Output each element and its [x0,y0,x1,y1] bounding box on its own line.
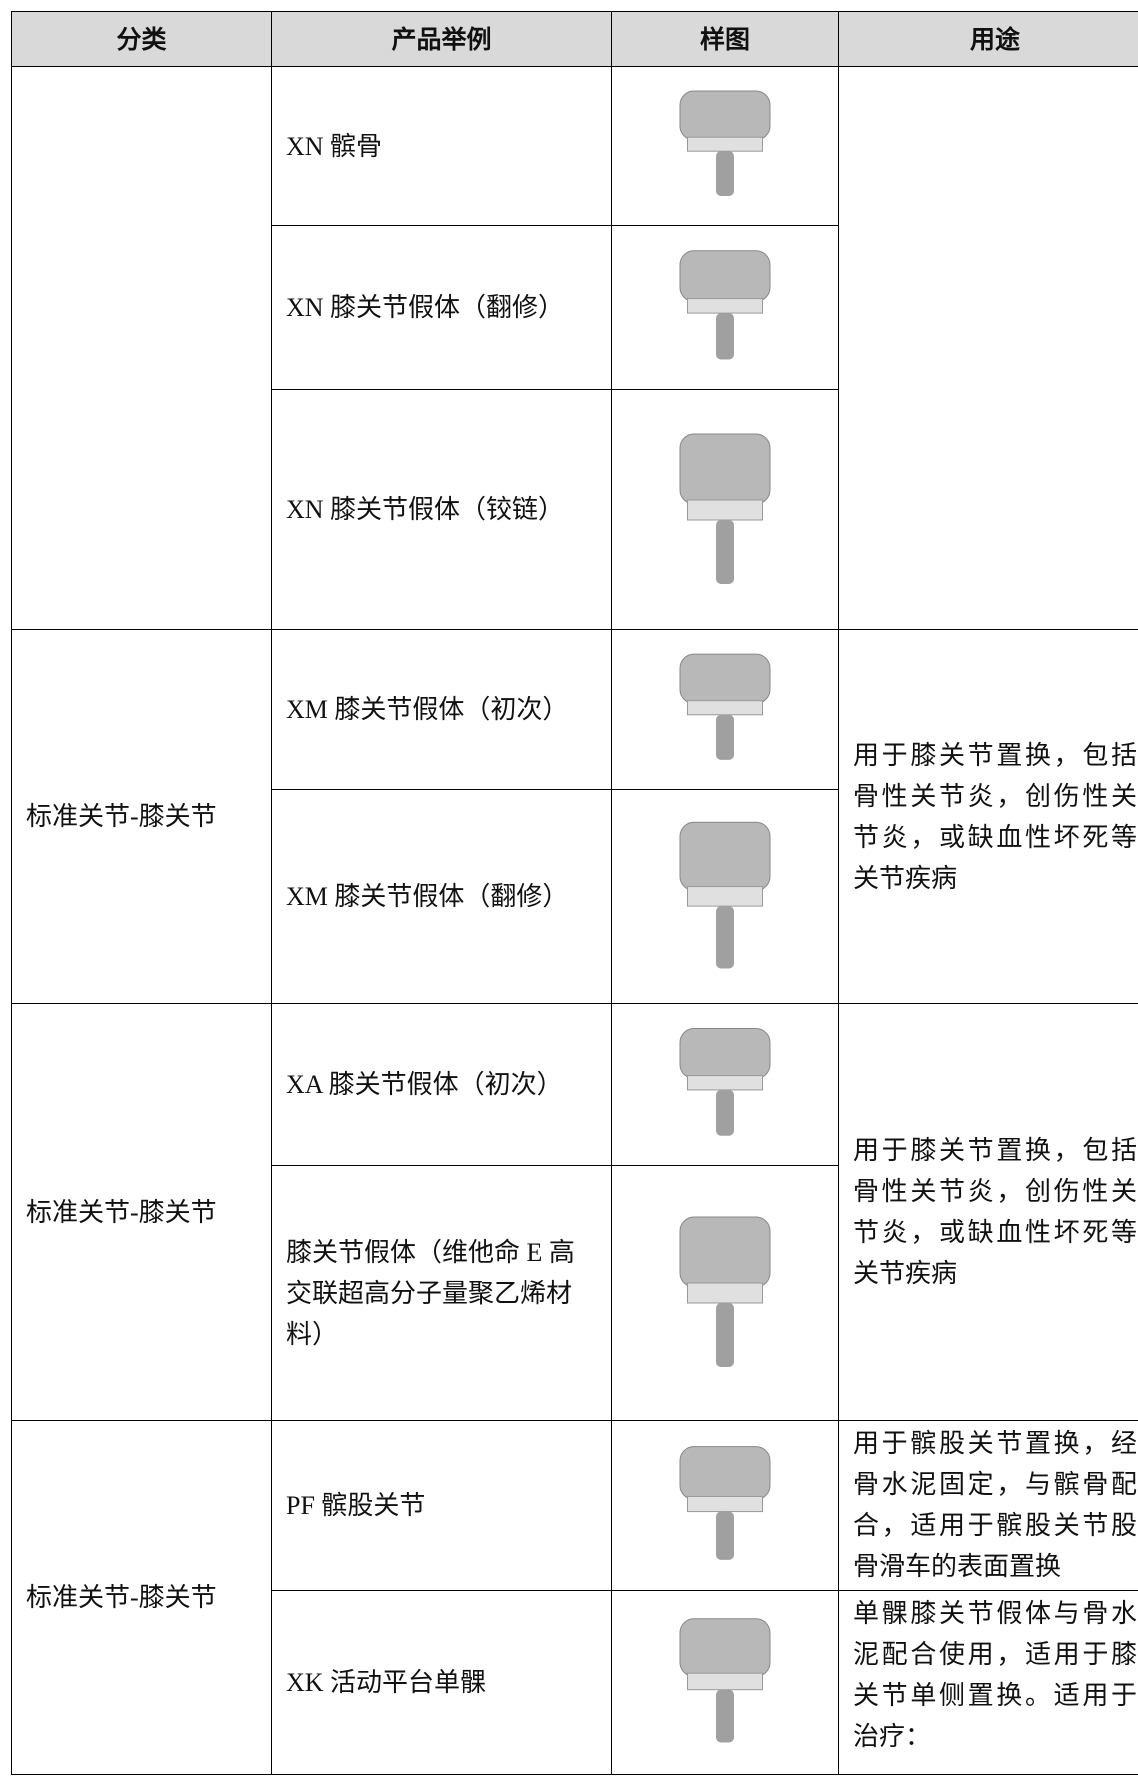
sample-image [679,250,771,360]
table-row: 标准关节-膝关节 XA 膝关节假体（初次） 用于膝关节置换，包括骨性关节炎，创伤性… [11,1003,1138,1421]
product-cell: XK 活动平台单髁 [271,1590,612,1775]
sample-image [679,90,771,196]
sample-image [679,1618,771,1743]
image-cell [611,389,839,630]
usage-cell: 单髁膝关节假体与骨水泥配合使用，适用于膝关节单侧置换。适用于治疗： [838,1590,1138,1775]
table-row: 膝关节假体（维他命 E 高交联超高分子量聚乙烯材料） [12,1165,1138,1421]
product-table: 分类 产品举例 样图 用途 XN 髌骨 XN 膝关节假体（翻修） XN 膝关节假体（铰… [11,11,1138,1775]
table-row: 标准关节-膝关节 PF 髌股关节 用于髌股关节置换，经骨水泥固定，与髌骨配合，适用… [11,1420,1138,1775]
sample-image [679,653,771,760]
category-cell: 标准关节-膝关节 [11,629,272,1004]
header-cell: 产品举例 [271,11,612,67]
table-row: XM 膝关节假体（翻修） [12,789,1138,1004]
product-cell: 膝关节假体（维他命 E 高交联超高分子量聚乙烯材料） [271,1165,612,1421]
product-cell: XM 膝关节假体（翻修） [271,789,612,1004]
table-row: XN 膝关节假体（铰链） [12,389,1138,630]
table-row: 标准关节-膝关节 XM 膝关节假体（初次） 用于膝关节置换，包括骨性关节炎，创伤性… [11,629,1138,1004]
usage-cell: 用于髌股关节置换，经骨水泥固定，与髌骨配合，适用于髌股关节股骨滑车的表面置换 [838,1420,1138,1591]
product-cell: XN 髌骨 [271,66,612,226]
sample-image [679,1446,771,1560]
category-cell: 标准关节-膝关节 [11,1420,272,1775]
image-cell [611,629,839,790]
image-cell [611,789,839,1004]
sample-image [679,433,771,584]
header-cell: 分类 [11,11,272,67]
image-cell [611,1003,839,1166]
table-row: XN 膝关节假体（翻修） [12,225,1138,390]
product-cell: XA 膝关节假体（初次） [271,1003,612,1166]
table-row: XN 髌骨 [11,66,1138,630]
usage-cell: 用于膝关节置换，包括骨性关节炎，创伤性关节炎，或缺血性坏死等关节疾病 [838,629,1138,1004]
header-cell: 样图 [611,11,839,67]
image-cell [611,225,839,390]
usage-cell: 用于膝关节置换，包括骨性关节炎，创伤性关节炎，或缺血性坏死等关节疾病 [838,1003,1138,1421]
category-cell [11,66,272,630]
image-cell [611,66,839,226]
product-cell: XN 膝关节假体（铰链） [271,389,612,630]
image-cell [611,1590,839,1775]
sample-image [679,1216,771,1367]
sample-image [679,821,771,969]
image-cell [611,1165,839,1421]
product-cell: PF 髌股关节 [271,1420,612,1591]
product-cell: XM 膝关节假体（初次） [271,629,612,790]
header-cell: 用途 [838,11,1138,67]
product-cell: XN 膝关节假体（翻修） [271,225,612,390]
category-cell: 标准关节-膝关节 [11,1003,272,1421]
image-cell [611,1420,839,1591]
sample-image [679,1027,771,1136]
table-row: XK 活动平台单髁 单髁膝关节假体与骨水泥配合使用，适用于膝关节单侧置换。适用于… [12,1590,1138,1775]
usage-cell [838,66,1138,630]
header-row: 分类 产品举例 样图 用途 [11,11,1138,67]
